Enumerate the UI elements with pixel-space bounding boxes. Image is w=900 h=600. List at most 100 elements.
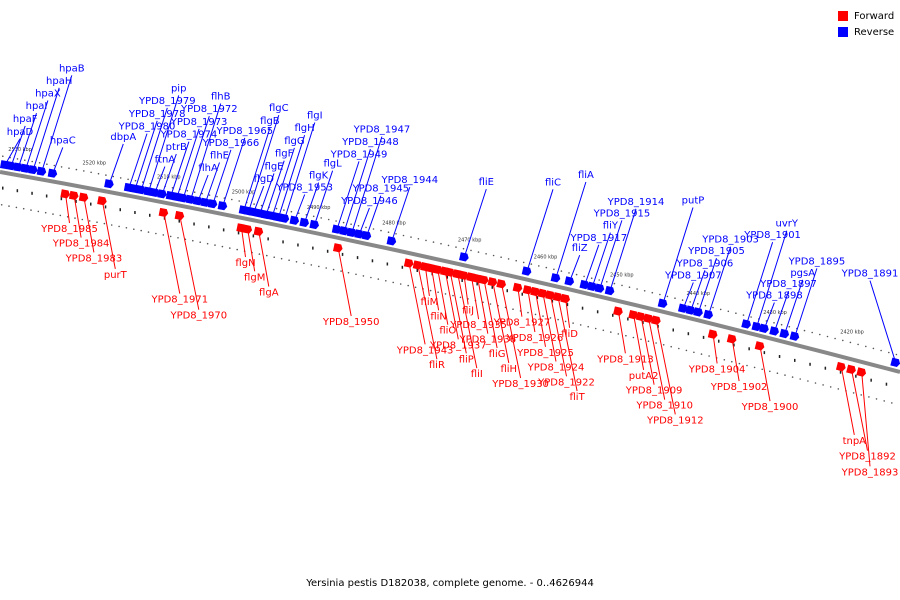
gene-label: YPD8_1930 [491, 379, 549, 390]
gene-leader [304, 182, 320, 223]
gene-label: flgD [254, 174, 275, 185]
gene-label: YPD8_1936 [458, 335, 516, 346]
gene-leader [52, 147, 64, 174]
gene-label: fliE [479, 177, 494, 188]
gene-label: YPD8_1912 [646, 415, 704, 426]
gene-leader [284, 122, 316, 219]
gene-leader [83, 197, 95, 253]
gene-leader [794, 268, 818, 337]
gene-leader [457, 274, 478, 369]
gene-arrow [445, 267, 455, 277]
gene-leader [527, 289, 536, 333]
gene-leader [756, 230, 788, 327]
gene-arrow [158, 207, 169, 217]
gene-label: YPD8_1915 [593, 208, 651, 219]
gene-label: flgL [323, 159, 342, 170]
gene-leader [265, 160, 285, 215]
gene-label: YPD8_1926 [506, 333, 564, 344]
gene-label: YPD8_1970 [169, 311, 227, 322]
tick-label: 2510 kbp [157, 175, 181, 181]
gene-leader [444, 271, 459, 340]
gene-label: fliZ [572, 243, 588, 254]
gene-label: fliP [459, 354, 474, 365]
tick-label: 2480 kbp [382, 221, 406, 227]
gene-label: fliO [439, 326, 456, 337]
gene-label: YPD8_1892 [838, 452, 896, 463]
gene-arrow [68, 190, 79, 200]
gene-leader [449, 272, 467, 354]
gene-label: purT [104, 270, 128, 281]
gene-label: hpaI [26, 101, 48, 112]
gene-label: YPD8_1913 [596, 354, 654, 365]
gene-leader [32, 87, 60, 170]
genome-caption: Yersinia pestis D182038, complete genome… [306, 578, 594, 589]
gene-label: YPD8_1974 [160, 130, 218, 141]
gene-leader [163, 212, 181, 294]
gene-leader [542, 293, 557, 362]
gene-label: YPD8_1948 [341, 137, 399, 148]
gene-leader [483, 279, 498, 349]
gene-label: YPD8_1922 [537, 377, 595, 388]
gene-label: YPD8_1947 [353, 125, 411, 136]
gene-arrow [759, 323, 769, 334]
gene-label: putP [682, 196, 705, 207]
gene-leader [555, 181, 587, 279]
gene-label: flgG [284, 136, 304, 147]
gene-label: fliR [429, 360, 445, 371]
gene-leader [391, 186, 411, 242]
gene-label: flgK [309, 171, 329, 182]
gene-leader [41, 75, 73, 172]
gene-leader [609, 208, 637, 291]
gene-arrow [779, 328, 790, 339]
gene-arrow [253, 226, 264, 236]
gene-leader [294, 194, 306, 221]
gene-arrow [693, 307, 703, 317]
gene-label: fliY [603, 221, 619, 232]
gene-label: YPD8_1893 [841, 467, 899, 478]
gene-leader [584, 244, 600, 285]
gene-arrow [587, 281, 597, 292]
gene-label: flgH [295, 123, 315, 134]
gene-label: flgN [235, 258, 255, 269]
gene-label: YPD8_1945 [351, 184, 409, 195]
gene-leader [599, 220, 623, 289]
gene-arrow [174, 210, 185, 221]
gene-leader [351, 136, 383, 233]
gene-arrow [545, 290, 555, 300]
gene-leader [417, 265, 438, 360]
gene-leader [746, 242, 774, 325]
gene-label: YPD8_1895 [788, 256, 846, 267]
gene-leader [259, 173, 275, 214]
gene-arrow [530, 286, 540, 297]
gene-leader [134, 120, 158, 189]
gene-label: dbpA [110, 132, 136, 143]
gene-label: flhB [211, 92, 231, 103]
gene-leader [759, 346, 771, 402]
gene-leader [10, 125, 26, 167]
gene-label: YPD8_1925 [516, 348, 574, 359]
gene-label: hpaH [46, 76, 72, 87]
gene-label: YPD8_1910 [635, 401, 693, 412]
gene-label: YPD8_1903 [701, 235, 759, 246]
gene-label: flhE [210, 151, 229, 162]
gene-leader [222, 137, 246, 207]
gene-arrow [522, 285, 533, 295]
gene-arrow [856, 367, 867, 377]
gene-label: YPD8_1917 [569, 233, 627, 244]
gene-leader [212, 149, 232, 205]
reverse-swatch [838, 27, 848, 37]
tick-label: 2530 kbp [8, 147, 32, 153]
gene-leader [633, 314, 645, 370]
gene-leader [763, 302, 775, 329]
gene-arrow [242, 224, 253, 234]
gene-leader [712, 334, 718, 364]
gene-label: YPD8_1978 [128, 109, 186, 120]
legend: Forward Reverse [838, 8, 894, 40]
gene-arrow [432, 264, 443, 275]
gene-arrow [60, 189, 70, 199]
gene-label: YPD8_1984 [52, 239, 110, 250]
gene-leader [617, 311, 626, 354]
gene-leader [140, 107, 168, 191]
